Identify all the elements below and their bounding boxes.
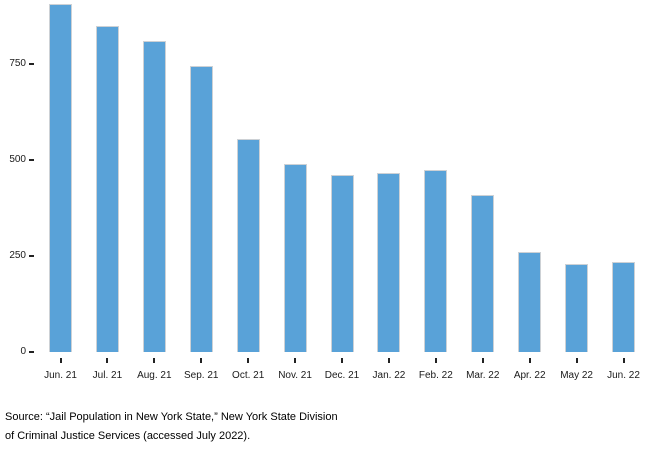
bar-jun-22 bbox=[612, 261, 636, 352]
y-axis-tick-label: 750 bbox=[9, 58, 26, 69]
y-axis-tick-label: 500 bbox=[9, 154, 26, 165]
y-axis-tick-mark bbox=[29, 159, 34, 161]
source-note-line-1: Source: “Jail Population in New York Sta… bbox=[5, 411, 338, 423]
bar-jun-21 bbox=[49, 4, 72, 352]
x-axis-tick-label: Nov. 21 bbox=[278, 370, 312, 381]
x-axis-tick-label: Feb. 22 bbox=[418, 370, 453, 381]
x-axis-tick-label: Aug. 21 bbox=[137, 370, 172, 381]
x-axis-tick-mark bbox=[247, 358, 250, 363]
bar-jul-21 bbox=[95, 25, 119, 352]
bar-sep-21 bbox=[189, 65, 213, 352]
x-axis-tick-label: Mar. 22 bbox=[466, 370, 500, 381]
bar-jan-22 bbox=[377, 173, 401, 352]
x-axis-tick-mark bbox=[59, 358, 62, 363]
y-axis-tick-mark bbox=[29, 255, 34, 257]
x-axis-tick-label: Oct. 21 bbox=[232, 370, 265, 381]
jail-population-bar-chart: 0 250 500 750 Jun. 21 Jul. 21 Aug. 21 Sep. 21 Oc… bbox=[9, 4, 640, 381]
x-axis-tick-label: Dec. 21 bbox=[324, 370, 360, 381]
x-axis-tick-label: Jun. 22 bbox=[607, 370, 640, 381]
bar-chart-plot: 0 250 500 750 Jun. 21 Jul. 21 Aug. 21 Sep. 21 Oc… bbox=[9, 4, 640, 381]
x-axis-tick-mark bbox=[341, 358, 344, 363]
bar-mar-22 bbox=[471, 194, 495, 352]
bar-may-22 bbox=[565, 263, 589, 352]
x-axis-tick-mark bbox=[622, 358, 625, 363]
x-axis-tick-mark bbox=[153, 358, 156, 363]
x-axis-tick-mark bbox=[106, 358, 109, 363]
bar-dec-21 bbox=[330, 175, 354, 352]
x-axis-tick-mark bbox=[481, 358, 484, 363]
x-axis-tick-label: Sep. 21 bbox=[184, 370, 219, 381]
x-axis-tick-label: Jun. 21 bbox=[44, 370, 77, 381]
y-axis-tick-label: 250 bbox=[9, 250, 26, 261]
y-axis-tick-mark bbox=[29, 351, 34, 353]
bar-nov-21 bbox=[283, 163, 307, 352]
source-note: Source: “Jail Population in New York Sta… bbox=[5, 408, 625, 446]
bar-apr-22 bbox=[518, 252, 542, 352]
bar-oct-21 bbox=[236, 138, 260, 352]
x-axis-tick-mark bbox=[434, 358, 437, 363]
y-axis-tick-mark bbox=[29, 63, 34, 65]
x-axis-tick-mark bbox=[294, 358, 297, 363]
x-axis-tick-label: Apr. 22 bbox=[513, 370, 546, 381]
x-axis-tick-label: Jul. 21 bbox=[92, 370, 123, 381]
source-note-line-2: of Criminal Justice Services (accessed J… bbox=[5, 430, 251, 442]
x-axis-tick-label: Jan. 22 bbox=[372, 370, 406, 381]
y-axis-tick-label: 0 bbox=[20, 346, 26, 357]
x-axis-tick-mark bbox=[528, 358, 531, 363]
bar-feb-22 bbox=[424, 169, 448, 352]
x-axis-tick-label: May 22 bbox=[560, 370, 593, 381]
x-axis-tick-mark bbox=[387, 358, 390, 363]
x-axis-tick-mark bbox=[575, 358, 578, 363]
bar-aug-21 bbox=[142, 40, 166, 352]
x-axis-tick-mark bbox=[200, 358, 203, 363]
